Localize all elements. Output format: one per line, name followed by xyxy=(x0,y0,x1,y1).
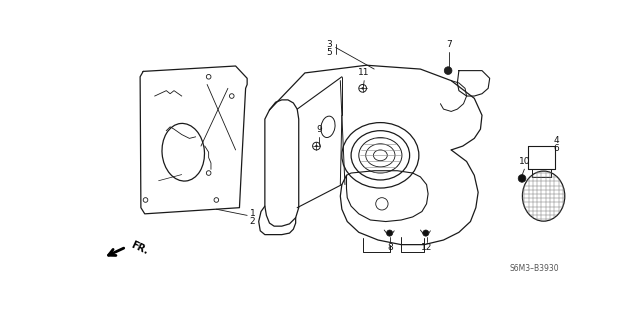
Text: 9: 9 xyxy=(316,125,322,134)
Circle shape xyxy=(362,87,364,89)
Text: S6M3–B3930: S6M3–B3930 xyxy=(509,264,559,273)
Circle shape xyxy=(316,145,317,147)
Text: 6: 6 xyxy=(554,144,559,153)
Text: FR.: FR. xyxy=(129,240,150,257)
Text: 7: 7 xyxy=(446,40,452,49)
Text: 1: 1 xyxy=(250,209,255,218)
Text: 8: 8 xyxy=(387,243,393,252)
Circle shape xyxy=(444,67,452,74)
Circle shape xyxy=(518,174,526,182)
Text: 3: 3 xyxy=(326,40,332,49)
Text: 11: 11 xyxy=(358,69,370,78)
Text: 10: 10 xyxy=(518,157,530,166)
Circle shape xyxy=(422,230,429,236)
Text: 4: 4 xyxy=(554,136,559,145)
Circle shape xyxy=(387,230,393,236)
Text: 2: 2 xyxy=(250,217,255,226)
Text: 5: 5 xyxy=(326,48,332,57)
Text: 12: 12 xyxy=(421,243,432,252)
